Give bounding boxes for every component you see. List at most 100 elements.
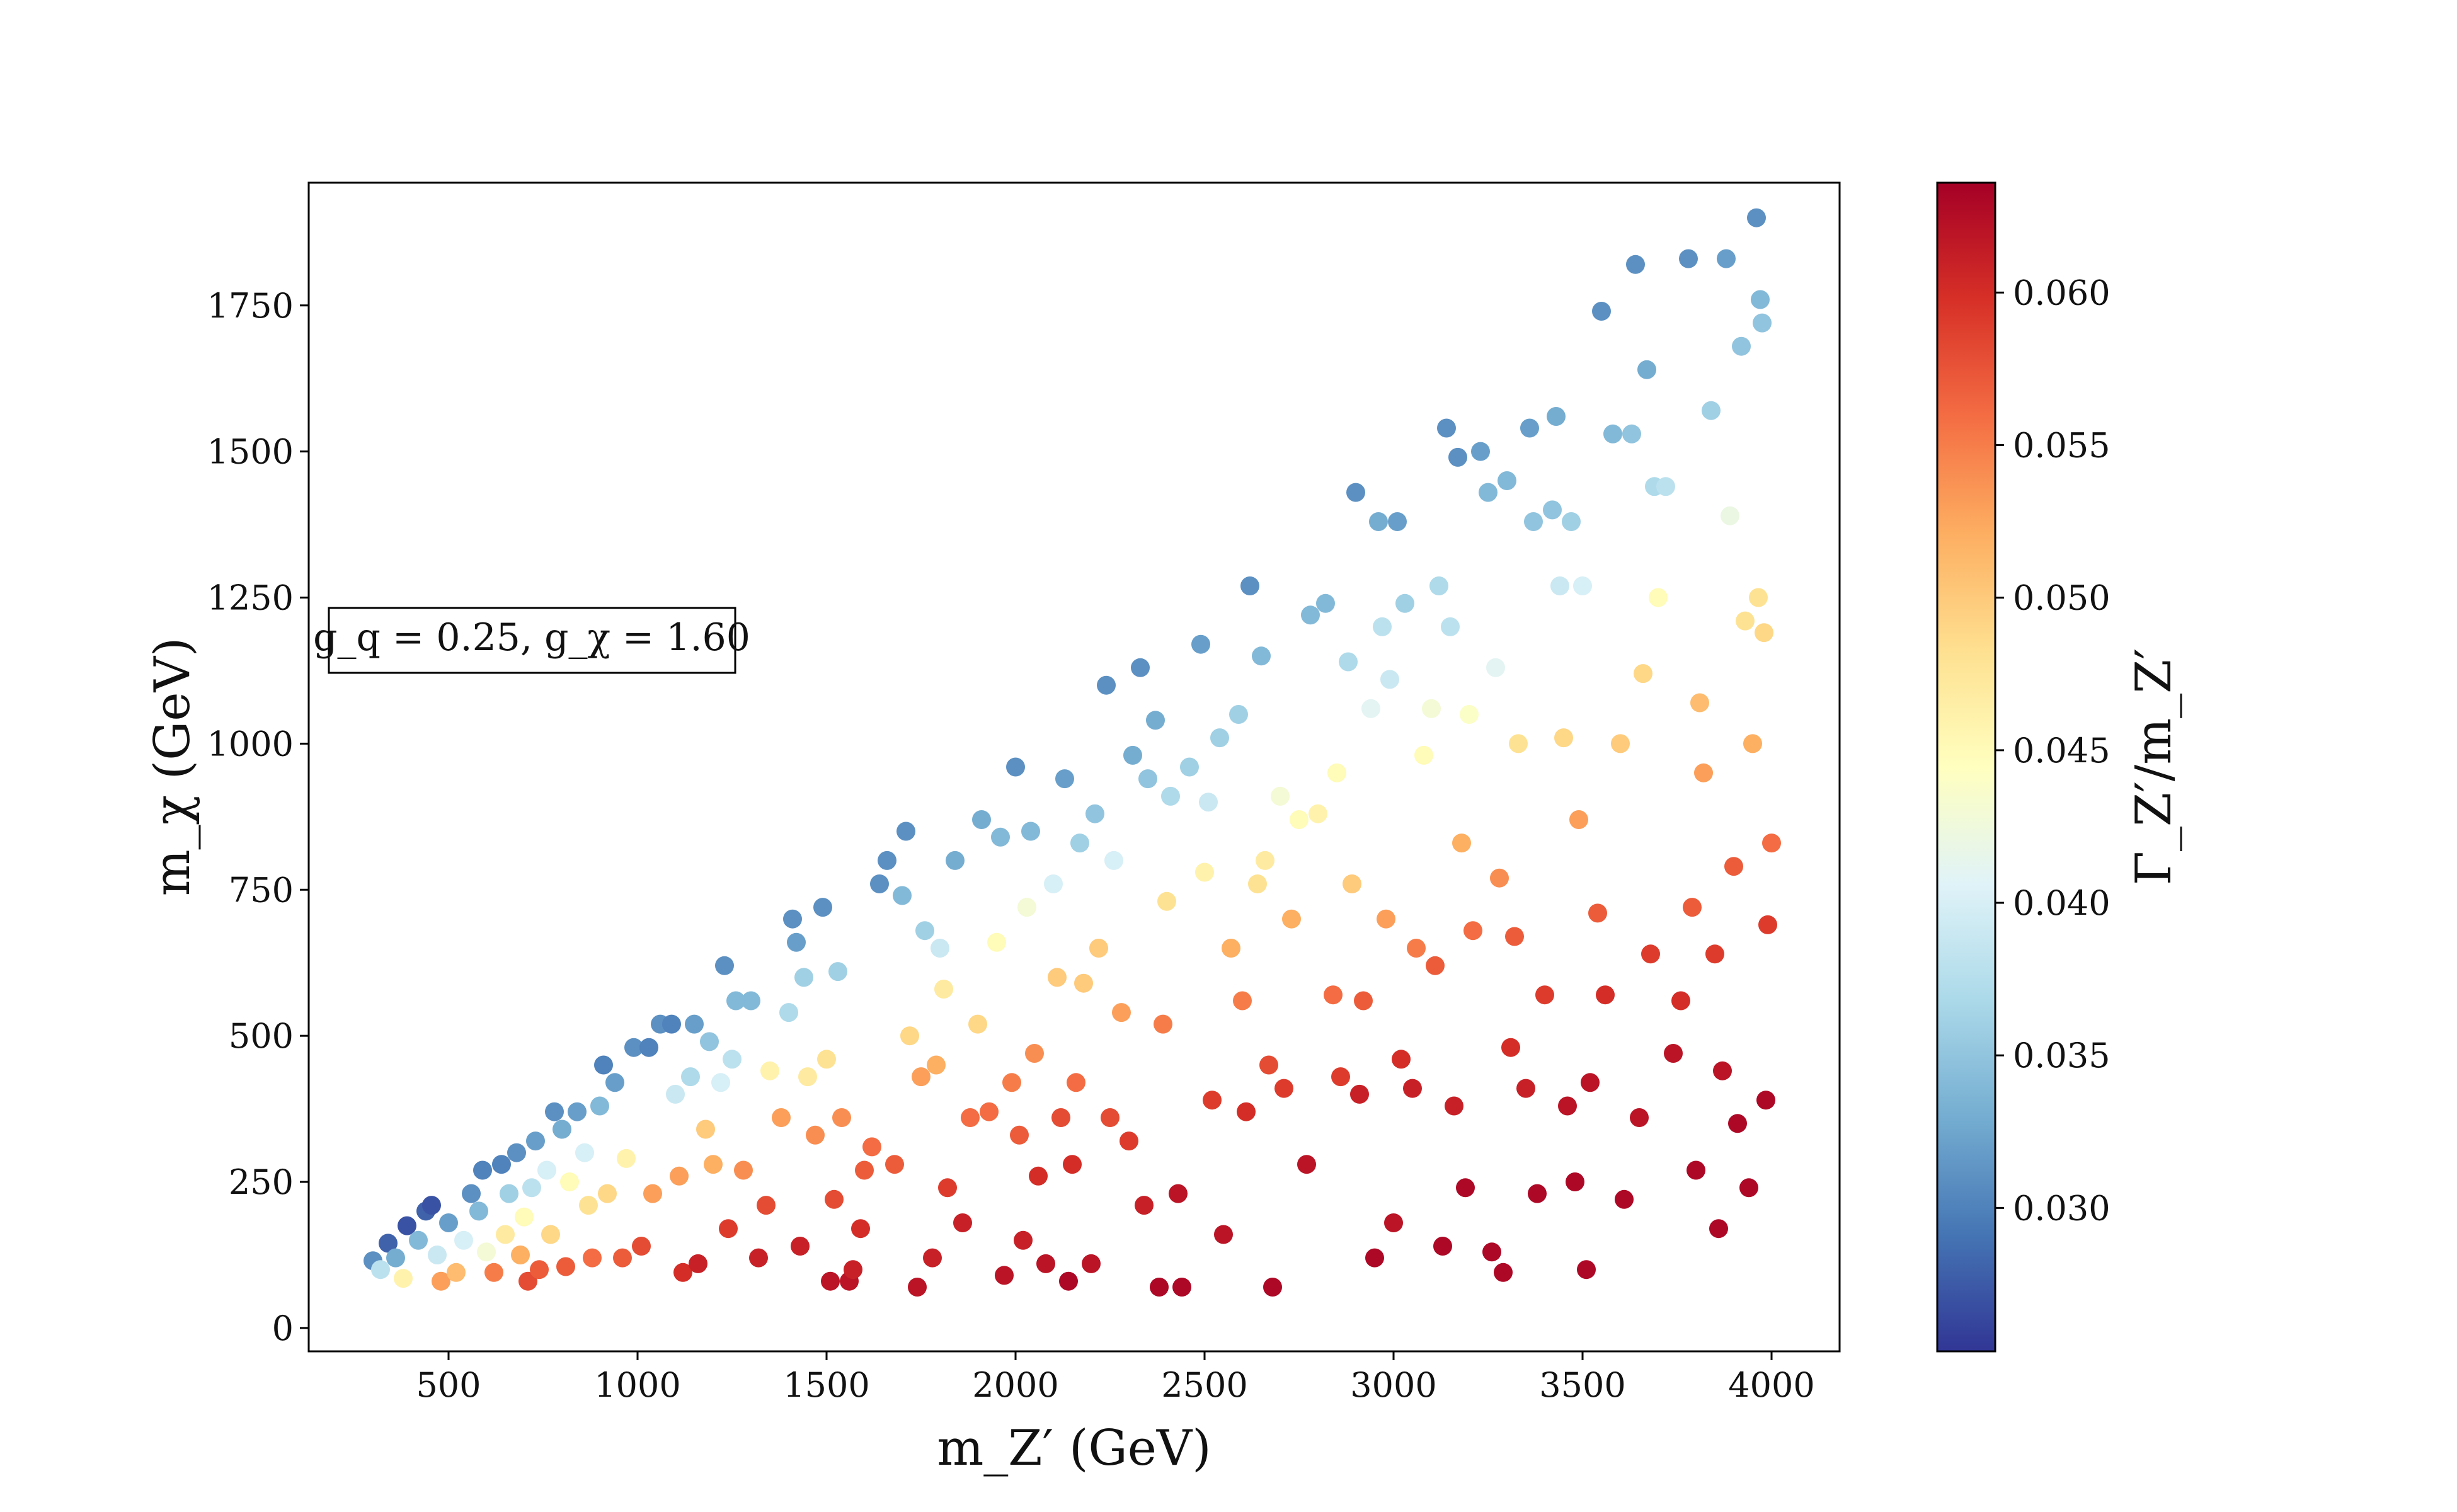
data-point [1237, 1102, 1256, 1121]
data-point [1104, 850, 1123, 870]
data-point [927, 1055, 946, 1075]
data-point [1501, 1038, 1520, 1057]
data-point [991, 827, 1010, 847]
data-point [1373, 617, 1392, 636]
data-point [855, 1160, 874, 1180]
data-point [946, 850, 965, 870]
data-point [477, 1242, 496, 1262]
data-point [1456, 1178, 1475, 1198]
data-point [1161, 786, 1180, 806]
data-point [689, 1254, 707, 1273]
data-point [1543, 500, 1562, 520]
plot-frame [307, 181, 1841, 1353]
data-point [1509, 734, 1528, 753]
data-point [1101, 1108, 1120, 1127]
data-point [422, 1196, 441, 1215]
data-point [568, 1102, 587, 1121]
data-point [1581, 1073, 1600, 1092]
data-point [522, 1178, 541, 1198]
colorbar-gradient [1936, 181, 1996, 1353]
data-point [462, 1184, 481, 1203]
data-point [1460, 705, 1479, 724]
data-point [1316, 593, 1335, 613]
data-point [1377, 909, 1395, 929]
data-point [639, 1038, 658, 1057]
data-point [579, 1196, 598, 1215]
data-point [496, 1225, 515, 1244]
data-point [379, 1234, 398, 1253]
y-tick-label: 1250 [207, 578, 294, 618]
data-point [1169, 1184, 1188, 1203]
data-point [1441, 617, 1460, 636]
data-point [1743, 734, 1762, 753]
data-point [537, 1160, 556, 1180]
data-point [704, 1155, 723, 1174]
data-point [1199, 793, 1218, 812]
data-point [1403, 1079, 1422, 1098]
data-point [1044, 874, 1063, 893]
data-point [961, 1108, 980, 1127]
data-point [1195, 862, 1214, 882]
data-point [760, 1061, 779, 1080]
data-point [1017, 898, 1036, 917]
data-point [908, 1278, 927, 1297]
data-point [851, 1219, 870, 1239]
data-point [1569, 810, 1588, 829]
data-point [1656, 477, 1675, 496]
colorbar-label: Γ_Z′/m_Z′ [2126, 648, 2182, 885]
data-point [1392, 1050, 1411, 1069]
data-point [938, 1178, 957, 1198]
data-point [1233, 991, 1252, 1011]
data-point [518, 1271, 537, 1291]
data-point [1361, 699, 1380, 718]
colorbar-tick-label: 0.035 [2013, 1036, 2110, 1075]
data-point [1479, 483, 1498, 502]
data-point [1437, 418, 1456, 438]
data-point [825, 1189, 844, 1209]
data-point [530, 1260, 549, 1280]
data-point [386, 1248, 405, 1268]
points-layer [364, 208, 1781, 1297]
data-point [1758, 915, 1777, 934]
data-point [560, 1172, 579, 1191]
data-point [1755, 623, 1773, 643]
data-point [590, 1096, 609, 1116]
data-point [1135, 1196, 1154, 1215]
data-point [980, 1102, 999, 1121]
data-point [1683, 898, 1702, 917]
data-point [896, 822, 915, 841]
y-tick-label: 1750 [207, 286, 294, 326]
data-point [953, 1213, 972, 1232]
data-point [492, 1155, 511, 1174]
data-point [791, 1237, 810, 1256]
data-point [1354, 991, 1373, 1011]
data-point [862, 1137, 881, 1157]
data-point [1388, 512, 1407, 531]
data-point [1252, 646, 1271, 666]
data-point [1059, 1271, 1078, 1291]
data-point [1365, 1248, 1384, 1268]
data-point [1380, 670, 1399, 689]
y-tick-label: 0 [272, 1309, 294, 1348]
data-point [783, 909, 802, 929]
data-point [1558, 1096, 1577, 1116]
data-point [371, 1260, 390, 1280]
data-point [995, 1266, 1014, 1285]
data-point [1690, 693, 1709, 713]
data-point [1082, 1254, 1101, 1273]
data-point [821, 1271, 840, 1291]
data-point [779, 1003, 798, 1022]
data-point [1694, 763, 1713, 782]
data-point [723, 1050, 742, 1069]
data-point [1463, 921, 1482, 941]
data-point [1210, 728, 1229, 748]
data-point [813, 898, 832, 917]
data-point [1282, 909, 1301, 929]
data-point [1010, 1125, 1029, 1145]
data-point [613, 1248, 632, 1268]
data-point [1721, 506, 1739, 525]
data-point [428, 1246, 447, 1264]
data-point [1067, 1073, 1085, 1092]
data-point [409, 1230, 428, 1250]
data-point [1229, 705, 1248, 724]
